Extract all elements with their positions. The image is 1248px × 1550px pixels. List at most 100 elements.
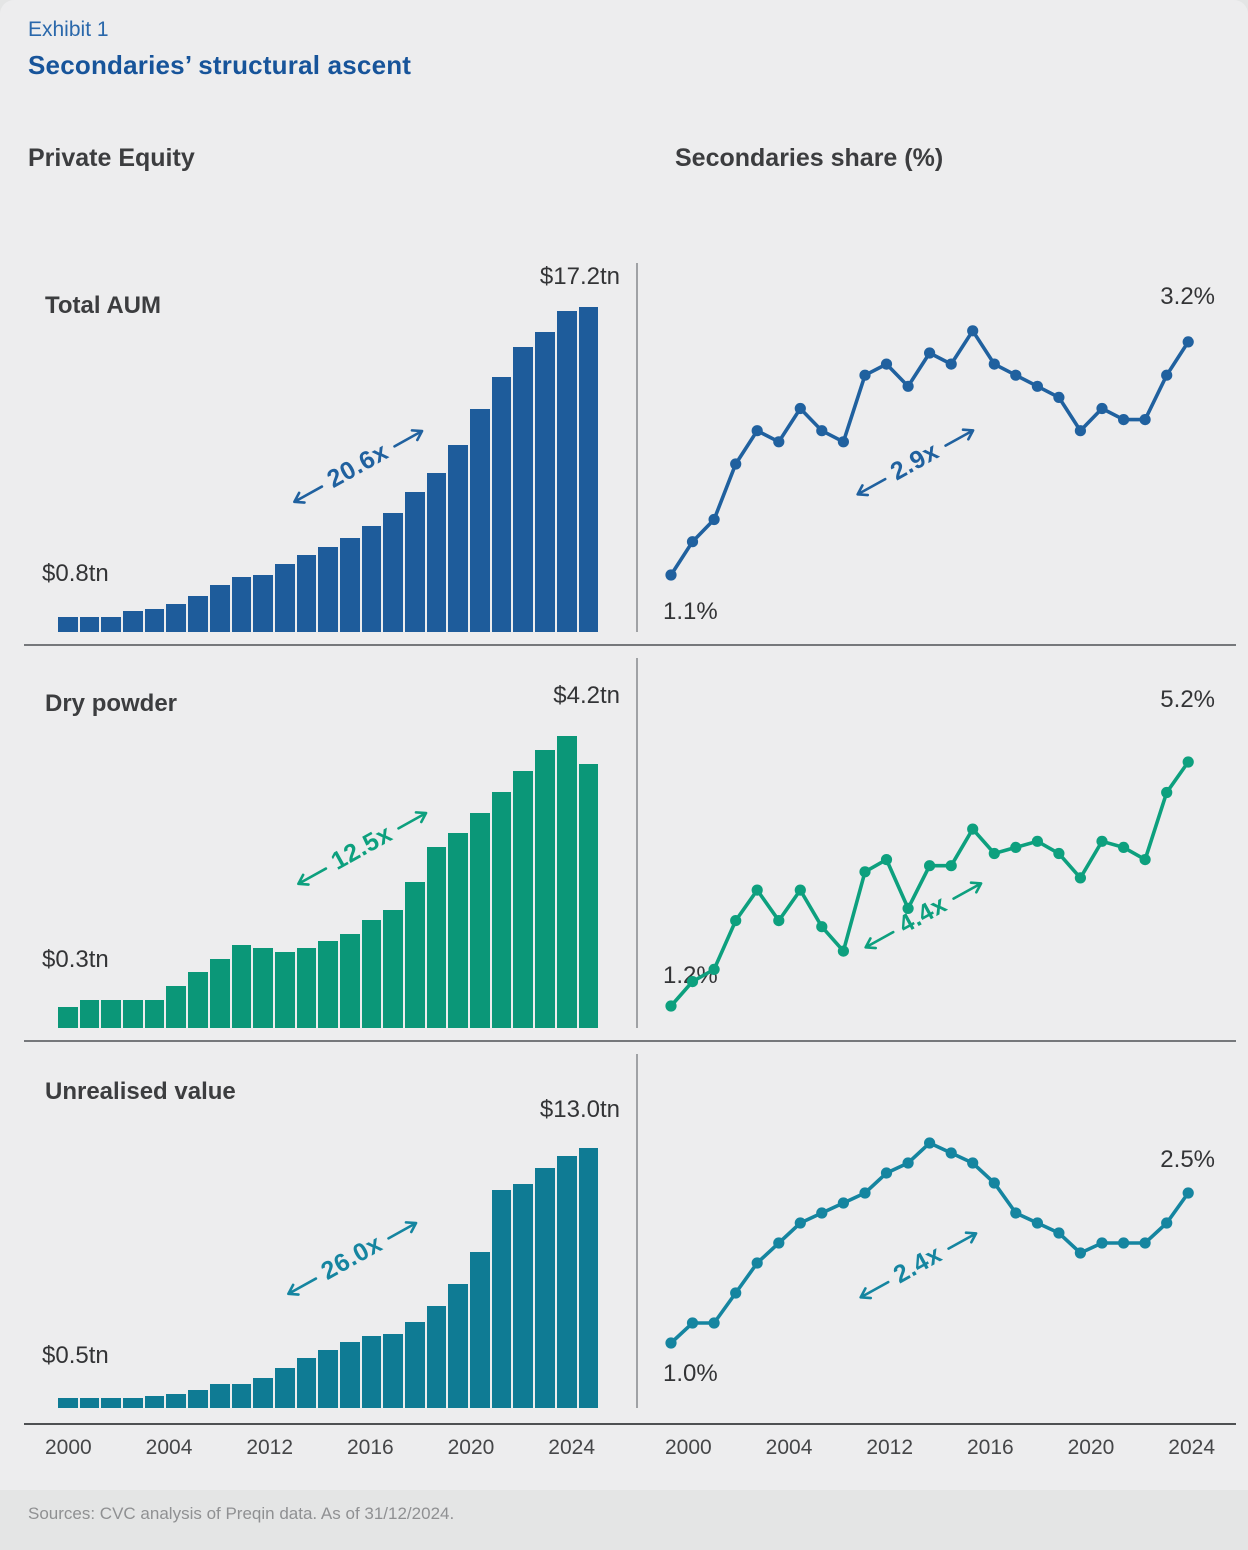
bar-unrealised-value-2015 [383,1334,403,1408]
point-share-dry-powder-2017 [1031,835,1043,847]
point-share-dry-powder-2024 [1182,756,1194,768]
bar-unrealised-value-2012 [318,1350,338,1408]
point-share-dry-powder-2012 [924,860,936,872]
bar-unrealised-value-2020 [491,1190,512,1408]
bar-unrealised-value-2002 [101,1398,122,1408]
bar-unrealised-value-2021 [513,1184,534,1408]
point-share-dry-powder-2014 [967,823,979,835]
bar-dry-powder-2015 [383,909,403,1028]
bar-total-aum-2006 [188,596,208,632]
bar-dry-powder-2011 [296,948,317,1028]
bar-dry-powder-2020 [491,791,512,1028]
bar-total-aum-2023 [556,310,577,632]
bar-total-aum-2010 [274,564,295,632]
point-share-unrealised-value-2008 [837,1197,849,1209]
bar-unrealised-value-2018 [448,1284,469,1408]
point-share-dry-powder-2016 [1010,841,1022,853]
point-share-dry-powder-2022 [1139,854,1151,866]
bar-total-aum-2007 [209,584,230,632]
bar-total-aum-2003 [123,611,143,632]
point-share-dry-powder-2009 [859,866,871,878]
arrow-left-icon [856,477,887,496]
point-share-total-aum-2000 [665,569,677,581]
point-share-unrealised-value-2022 [1139,1237,1151,1249]
point-share-dry-powder-2000 [665,1000,677,1012]
bar-dry-powder-2018 [448,833,469,1028]
bar-total-aum-2012 [318,547,338,632]
bar-total-aum-2005 [166,603,187,632]
chart-title-dry-powder: Dry powder [45,690,178,717]
growth-annotation: 20.6x [281,415,434,517]
chart-title-total-aum: Total AUM [45,292,161,319]
end-value-label: 5.2% [1160,686,1215,713]
bar-unrealised-value-2008 [231,1384,252,1408]
bar-total-aum-2004 [144,609,165,632]
row-dry-powder: Dry powder $4.2tn $0.3tn 12.5x 5.2% 1.2%… [0,646,1248,1042]
column-heading-secondaries-share: Secondaries share (%) [675,144,944,172]
row-total-aum: Total AUM $17.2tn $0.8tn 20.6x 3.2% 1.1%… [0,255,1248,646]
bar-total-aum-2019 [470,409,490,632]
bar-unrealised-value-2019 [470,1252,490,1408]
bar-unrealised-value-2003 [123,1398,143,1408]
bar-total-aum-2013 [339,537,360,632]
point-share-total-aum-2012 [924,347,936,359]
end-value-label: $4.2tn [553,682,620,709]
point-share-unrealised-value-2013 [945,1147,957,1159]
point-share-dry-powder-2003 [730,915,742,927]
arrow-right-icon [393,428,424,448]
bar-unrealised-value-2000 [58,1398,78,1408]
point-share-total-aum-2021 [1118,414,1130,426]
bar-dry-powder-2021 [513,770,534,1028]
arrow-right-icon [387,1220,418,1240]
bar-dry-powder-2019 [470,812,490,1028]
bar-dry-powder-2004 [144,1000,165,1028]
bar-dry-powder-2014 [361,920,382,1028]
line-path-share-total-aum [669,327,1190,576]
row-unrealised-value: Unrealised value $13.0tn $0.5tn 26.0x 2.… [0,1042,1248,1425]
bar-total-aum-2015 [383,513,403,632]
bar-unrealised-value-2005 [166,1394,187,1408]
bar-unrealised-value-2006 [188,1390,208,1408]
x-tick-2024: 2024 [1168,1436,1215,1459]
point-share-total-aum-2002 [708,513,720,526]
panel-divider [636,263,638,632]
point-share-total-aum-2014 [967,325,979,337]
point-share-unrealised-value-2012 [924,1137,936,1149]
point-share-unrealised-value-2019 [1074,1247,1086,1259]
panel-divider [636,1054,638,1408]
point-share-dry-powder-2005 [773,915,785,927]
point-share-total-aum-2009 [859,369,871,381]
point-share-total-aum-2001 [686,536,699,548]
bar-chart-total-aum [58,307,599,632]
bar-dry-powder-2016 [405,882,425,1028]
line-chart-share-dry-powder [665,756,1194,1012]
growth-annotation: 2.9x [845,414,986,510]
x-tick-2016: 2016 [966,1436,1014,1459]
point-share-unrealised-value-2014 [967,1157,979,1169]
arrow-right-icon [946,1231,977,1250]
arrow-right-icon [943,428,974,447]
arrow-left-icon [859,1280,890,1299]
point-share-total-aum-2004 [751,425,763,437]
point-share-dry-powder-2002 [708,963,720,975]
x-tick-2024: 2024 [548,1436,595,1459]
bar-total-aum-2002 [101,616,122,632]
point-share-dry-powder-2020 [1096,835,1108,847]
point-share-unrealised-value-2006 [794,1217,806,1229]
x-tick-2012: 2012 [246,1436,294,1459]
arrow-left-icon [292,484,323,504]
growth-annotation: 12.5x [285,797,438,899]
start-value-label: 1.0% [663,1360,718,1387]
bar-total-aum-2000 [58,616,78,632]
point-share-dry-powder-2004 [751,884,763,896]
bar-unrealised-value-2013 [339,1342,360,1408]
point-share-dry-powder-2007 [816,921,828,933]
chart-title-unrealised-value: Unrealised value [45,1078,236,1105]
bar-unrealised-value-2001 [79,1398,100,1408]
bar-dry-powder-2008 [231,944,252,1028]
point-share-total-aum-2023 [1161,369,1173,381]
point-share-unrealised-value-2004 [751,1257,763,1269]
point-share-dry-powder-2011 [902,902,914,914]
x-tick-2012: 2012 [866,1436,914,1459]
point-share-total-aum-2013 [945,358,957,370]
